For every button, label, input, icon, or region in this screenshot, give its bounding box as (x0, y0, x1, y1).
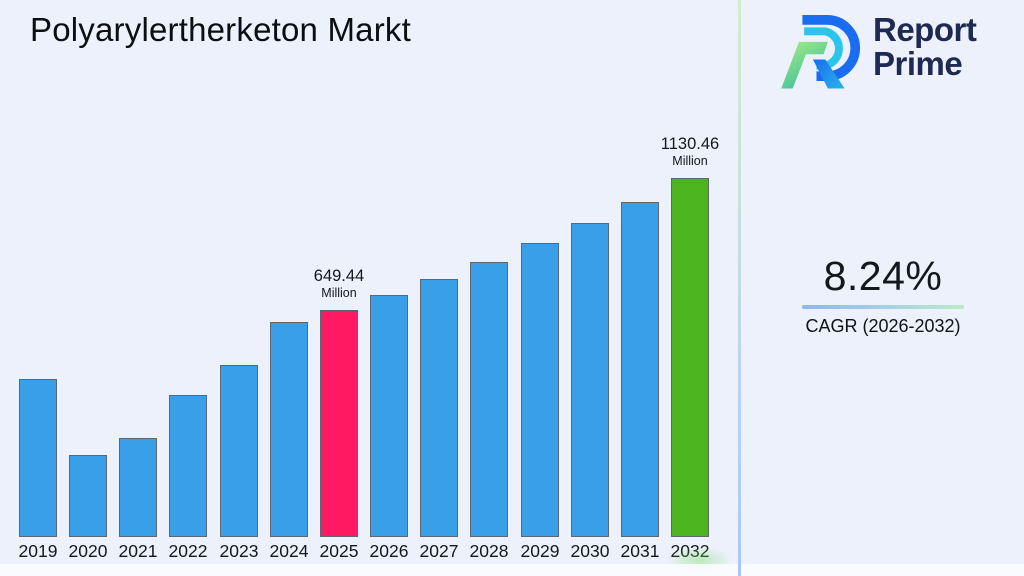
bar-2025 (320, 310, 358, 537)
bar-2019 (19, 379, 57, 537)
value-annotation-number: 649.44 (313, 267, 365, 285)
bar-2026 (370, 295, 408, 537)
x-axis-label-2028: 2028 (469, 541, 509, 561)
x-axis-label-2024: 2024 (269, 541, 309, 561)
bar-2020 (69, 455, 107, 537)
x-axis-label-2032: 2032 (660, 541, 720, 562)
value-annotation-number: 1130.46 (660, 135, 720, 153)
cagr-label: CAGR (2026-2032) (805, 316, 961, 336)
bar-2029 (521, 243, 559, 537)
x-axis-label-2031: 2031 (620, 541, 660, 561)
x-axis-label-2027: 2027 (419, 541, 459, 561)
cagr-value: 8.24% (823, 253, 943, 299)
x-axis-label-2019: 2019 (18, 541, 58, 561)
x-axis-label-2021: 2021 (118, 541, 158, 561)
report-prime-logo: Report Prime (776, 10, 977, 94)
bottom-strip (0, 564, 1024, 576)
x-axis-label-2020: 2020 (68, 541, 108, 561)
bar-2032 (671, 178, 709, 537)
value-annotation-2032: 1130.46 Million (642, 134, 738, 169)
bar-2023 (220, 365, 258, 537)
report-prime-logo-icon (781, 15, 860, 89)
chart-title: Polyarylertherketon Markt (30, 11, 411, 48)
x-axis-label-2023: 2023 (219, 541, 259, 561)
bar-2030 (571, 223, 609, 537)
bar-2024 (270, 322, 308, 537)
x-axis-label-2030: 2030 (570, 541, 610, 561)
value-annotation-unit: Million (672, 154, 708, 168)
cagr-block: 8.24% CAGR (2026-2032) (761, 252, 1005, 337)
panel-divider-line (738, 0, 741, 576)
x-axis-label-2022: 2022 (168, 541, 208, 561)
bar-2027 (420, 279, 458, 537)
cagr-underline (802, 305, 964, 309)
bar-2031 (621, 202, 659, 537)
bar-2028 (470, 262, 508, 537)
bar-2022 (169, 395, 207, 537)
bar-2021 (119, 438, 157, 537)
logo-text-line1: Report (873, 11, 977, 48)
x-axis-label-2029: 2029 (520, 541, 560, 561)
logo-text: Report Prime (873, 11, 977, 82)
x-axis-label-2026: 2026 (369, 541, 409, 561)
x-axis-label-2025: 2025 (319, 541, 359, 561)
value-annotation-2025: 649.44 Million (291, 266, 387, 301)
value-annotation-unit: Million (321, 286, 357, 300)
logo-text-line2: Prime (873, 45, 963, 82)
